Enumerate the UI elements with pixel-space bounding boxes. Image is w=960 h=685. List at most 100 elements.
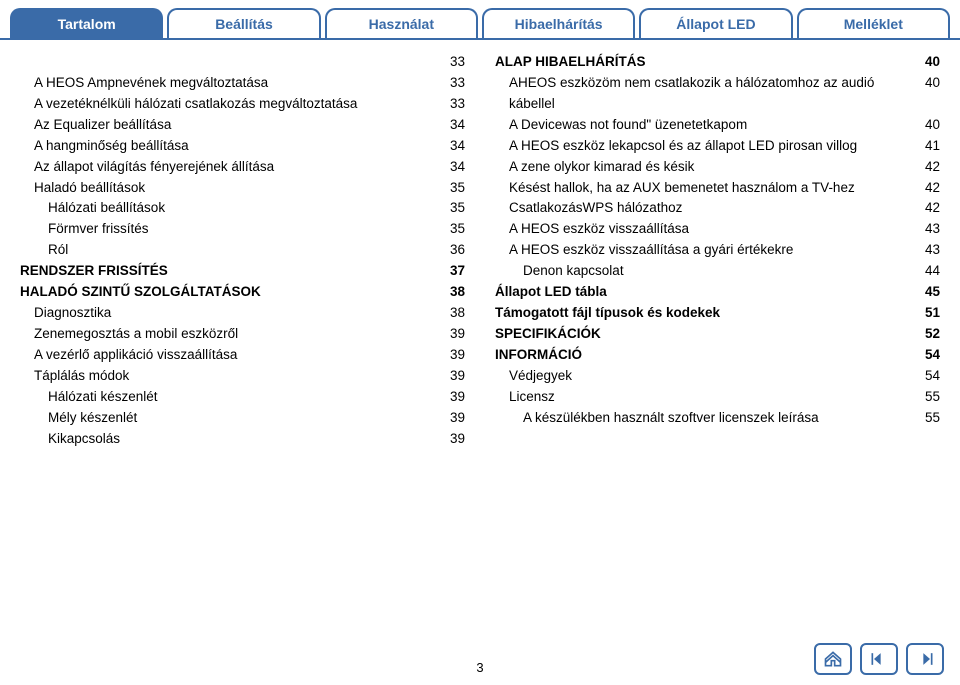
toc-label: Mély készenlét xyxy=(48,408,435,429)
toc-row-left-11[interactable]: HALADÓ SZINTŰ SZOLGÁLTATÁSOK38 xyxy=(20,282,465,303)
toc-row-left-0[interactable]: 33 xyxy=(20,52,465,73)
tab-2[interactable]: Használat xyxy=(325,8,478,38)
toc-row-right-14[interactable]: Védjegyek54 xyxy=(495,366,940,387)
toc-row-right-13[interactable]: INFORMÁCIÓ54 xyxy=(495,345,940,366)
toc-label: Förmver frissítés xyxy=(48,219,435,240)
toc-row-left-14[interactable]: A vezérlő applikáció visszaállítása39 xyxy=(20,345,465,366)
toc-row-left-12[interactable]: Diagnosztika38 xyxy=(20,303,465,324)
toc-page: 42 xyxy=(910,178,940,199)
toc-row-left-13[interactable]: Zenemegosztás a mobil eszközről39 xyxy=(20,324,465,345)
toc-label: Az állapot világítás fényerejének állítá… xyxy=(34,157,435,178)
toc-row-left-17[interactable]: Mély készenlét39 xyxy=(20,408,465,429)
tab-1[interactable]: Beállítás xyxy=(167,8,320,38)
tab-4[interactable]: Állapot LED xyxy=(639,8,792,38)
toc-label: A Devicewas not found" üzenetetkapom xyxy=(509,115,910,136)
toc-page: 39 xyxy=(435,429,465,450)
tab-0[interactable]: Tartalom xyxy=(10,8,163,38)
toc-label: Táplálás módok xyxy=(34,366,435,387)
toc-row-right-16[interactable]: A készülékben használt szoftver licensze… xyxy=(495,408,940,429)
toc-page: 52 xyxy=(910,324,940,345)
toc-row-left-18[interactable]: Kikapcsolás39 xyxy=(20,429,465,450)
toc-page: 40 xyxy=(910,73,940,94)
toc-row-right-2[interactable]: A Devicewas not found" üzenetetkapom40 xyxy=(495,115,940,136)
toc-page: 33 xyxy=(435,73,465,94)
toc-right-column: ALAP HIBAELHÁRÍTÁS40AHEOS eszközöm nem c… xyxy=(495,52,940,450)
toc-row-left-15[interactable]: Táplálás módok39 xyxy=(20,366,465,387)
footer-nav xyxy=(814,643,944,675)
toc-label: ALAP HIBAELHÁRÍTÁS xyxy=(495,52,910,73)
toc-page: 39 xyxy=(435,408,465,429)
toc-label: A vezérlő applikáció visszaállítása xyxy=(34,345,435,366)
toc-row-left-7[interactable]: Hálózati beállítások35 xyxy=(20,198,465,219)
next-icon[interactable] xyxy=(906,643,944,675)
toc-row-left-2[interactable]: A vezetéknélküli hálózati csatlakozás me… xyxy=(20,94,465,115)
toc-label: Denon kapcsolat xyxy=(523,261,910,282)
toc-page: 55 xyxy=(910,387,940,408)
toc-page: 39 xyxy=(435,387,465,408)
toc-row-left-10[interactable]: RENDSZER FRISSÍTÉS37 xyxy=(20,261,465,282)
toc-page: 42 xyxy=(910,198,940,219)
toc-row-right-6[interactable]: CsatlakozásWPS hálózathoz42 xyxy=(495,198,940,219)
tab-bar: TartalomBeállításHasználatHibaelhárításÁ… xyxy=(0,0,960,40)
toc-label: Ról xyxy=(48,240,435,261)
toc-row-left-9[interactable]: Ról36 xyxy=(20,240,465,261)
prev-icon[interactable] xyxy=(860,643,898,675)
toc-label: Kikapcsolás xyxy=(48,429,435,450)
toc-page: 34 xyxy=(435,115,465,136)
toc-row-left-3[interactable]: Az Equalizer beállítása34 xyxy=(20,115,465,136)
toc-row-left-5[interactable]: Az állapot világítás fényerejének állítá… xyxy=(20,157,465,178)
toc-page: 37 xyxy=(435,261,465,282)
toc-label: A HEOS eszköz visszaállítása xyxy=(509,219,910,240)
toc-row-left-8[interactable]: Förmver frissítés35 xyxy=(20,219,465,240)
page-number: 3 xyxy=(476,660,483,675)
toc-label: INFORMÁCIÓ xyxy=(495,345,910,366)
toc-label: Támogatott fájl típusok és kodekek xyxy=(495,303,910,324)
toc-row-right-4[interactable]: A zene olykor kimarad és késik42 xyxy=(495,157,940,178)
toc-row-right-11[interactable]: Támogatott fájl típusok és kodekek51 xyxy=(495,303,940,324)
toc-label: A HEOS Ampnevének megváltoztatása xyxy=(34,73,435,94)
toc-row-right-9[interactable]: Denon kapcsolat44 xyxy=(495,261,940,282)
footer: 3 xyxy=(0,660,960,675)
toc-page: 34 xyxy=(435,136,465,157)
toc-row-right-7[interactable]: A HEOS eszköz visszaállítása43 xyxy=(495,219,940,240)
toc-page: 44 xyxy=(910,261,940,282)
toc-columns: 33A HEOS Ampnevének megváltoztatása33A v… xyxy=(0,40,960,450)
toc-page: 38 xyxy=(435,303,465,324)
toc-page: 42 xyxy=(910,157,940,178)
toc-label: Védjegyek xyxy=(509,366,910,387)
toc-page: 39 xyxy=(435,345,465,366)
toc-row-left-1[interactable]: A HEOS Ampnevének megváltoztatása33 xyxy=(20,73,465,94)
toc-label: HALADÓ SZINTŰ SZOLGÁLTATÁSOK xyxy=(20,282,435,303)
toc-row-right-12[interactable]: SPECIFIKÁCIÓK52 xyxy=(495,324,940,345)
toc-label: SPECIFIKÁCIÓK xyxy=(495,324,910,345)
toc-row-right-1[interactable]: AHEOS eszközöm nem csatlakozik a hálózat… xyxy=(495,73,940,115)
toc-label: Az Equalizer beállítása xyxy=(34,115,435,136)
toc-label: Haladó beállítások xyxy=(34,178,435,199)
toc-page: 40 xyxy=(910,52,940,73)
toc-row-right-15[interactable]: Licensz55 xyxy=(495,387,940,408)
toc-row-right-5[interactable]: Késést hallok, ha az AUX bemenetet haszn… xyxy=(495,178,940,199)
toc-label: A vezetéknélküli hálózati csatlakozás me… xyxy=(34,94,435,115)
home-icon[interactable] xyxy=(814,643,852,675)
toc-row-left-16[interactable]: Hálózati készenlét39 xyxy=(20,387,465,408)
toc-row-right-3[interactable]: A HEOS eszköz lekapcsol és az állapot LE… xyxy=(495,136,940,157)
toc-label: Állapot LED tábla xyxy=(495,282,910,303)
toc-page: 54 xyxy=(910,366,940,387)
tab-3[interactable]: Hibaelhárítás xyxy=(482,8,635,38)
toc-label: CsatlakozásWPS hálózathoz xyxy=(509,198,910,219)
toc-page: 45 xyxy=(910,282,940,303)
toc-row-left-6[interactable]: Haladó beállítások35 xyxy=(20,178,465,199)
toc-page: 35 xyxy=(435,198,465,219)
tab-5[interactable]: Melléklet xyxy=(797,8,950,38)
toc-page: 39 xyxy=(435,324,465,345)
toc-page: 54 xyxy=(910,345,940,366)
toc-label: A készülékben használt szoftver licensze… xyxy=(523,408,910,429)
toc-label: A HEOS eszköz visszaállítása a gyári ért… xyxy=(509,240,910,261)
toc-page: 34 xyxy=(435,157,465,178)
toc-row-right-10[interactable]: Állapot LED tábla45 xyxy=(495,282,940,303)
toc-row-right-0[interactable]: ALAP HIBAELHÁRÍTÁS40 xyxy=(495,52,940,73)
toc-page: 38 xyxy=(435,282,465,303)
toc-row-left-4[interactable]: A hangminőség beállítása34 xyxy=(20,136,465,157)
toc-row-right-8[interactable]: A HEOS eszköz visszaállítása a gyári ért… xyxy=(495,240,940,261)
toc-label: Késést hallok, ha az AUX bemenetet haszn… xyxy=(509,178,910,199)
